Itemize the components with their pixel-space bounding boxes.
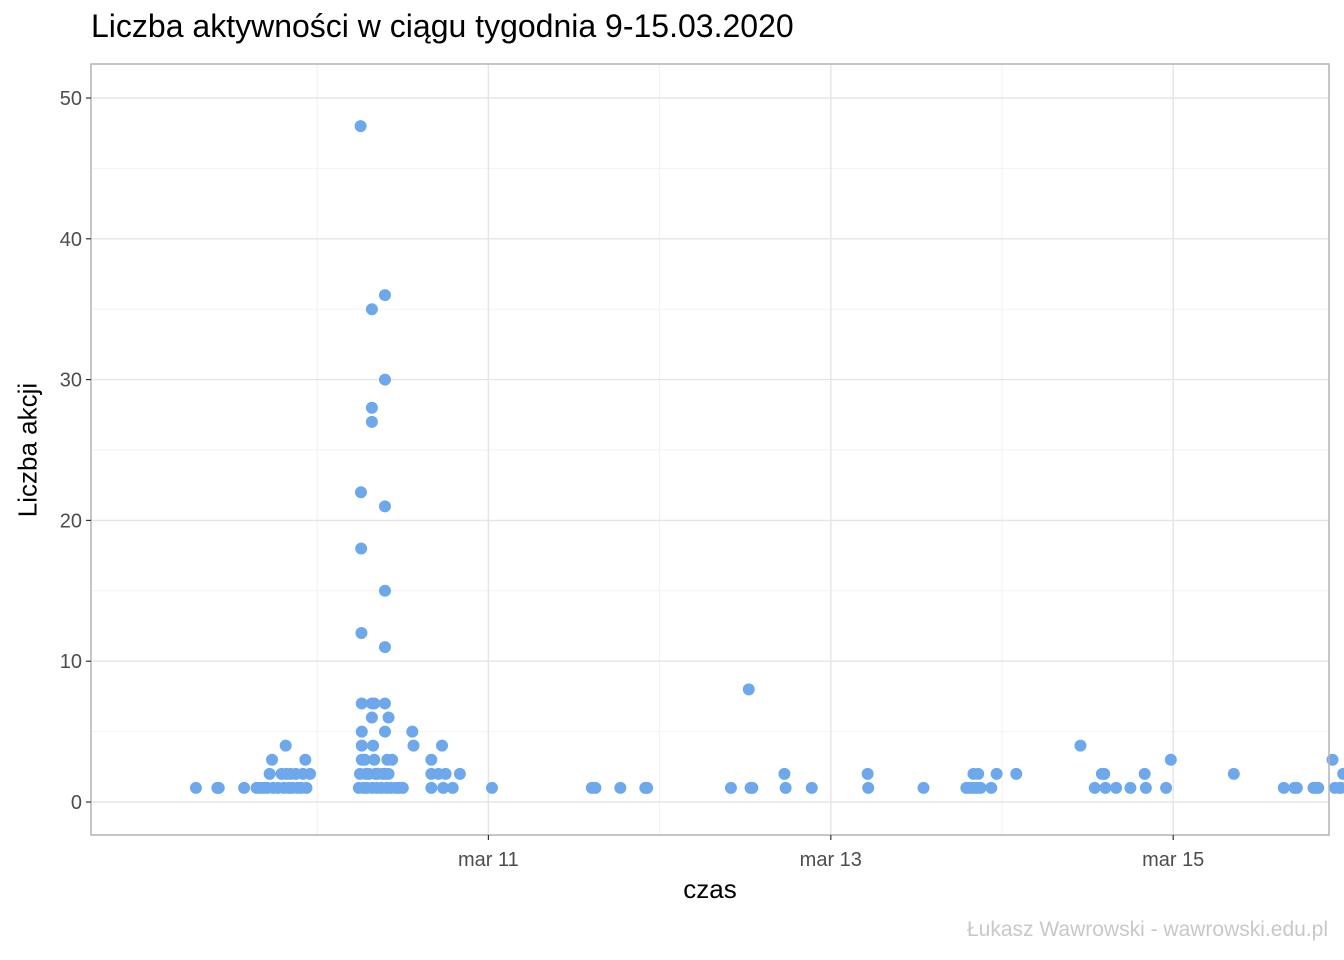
- data-point: [378, 725, 391, 738]
- data-point: [378, 641, 391, 654]
- data-point: [746, 781, 759, 794]
- x-tick-label: mar 11: [458, 849, 519, 871]
- y-tick-label: 50: [60, 88, 82, 110]
- data-point: [425, 781, 438, 794]
- data-point: [279, 739, 292, 752]
- data-points: [189, 120, 1344, 794]
- data-point: [589, 781, 602, 794]
- y-axis-ticks: 0 10 20 30 40 50: [60, 88, 91, 814]
- data-point: [425, 753, 438, 766]
- data-point: [1139, 781, 1152, 794]
- y-tick-label: 30: [60, 370, 82, 392]
- data-point: [1160, 781, 1173, 794]
- data-point: [985, 781, 998, 794]
- data-point: [1138, 767, 1151, 780]
- data-point: [439, 767, 452, 780]
- data-point: [299, 753, 312, 766]
- data-point: [779, 781, 792, 794]
- y-tick-label: 0: [71, 792, 82, 814]
- data-point: [862, 781, 875, 794]
- data-point: [724, 781, 737, 794]
- data-point: [614, 781, 627, 794]
- data-point: [378, 289, 391, 302]
- data-point: [1227, 767, 1240, 780]
- data-point: [406, 725, 419, 738]
- x-axis-ticks: mar 11 mar 13 mar 15: [458, 835, 1204, 871]
- x-tick-label: mar 15: [1142, 849, 1204, 871]
- data-point: [1110, 781, 1123, 794]
- data-point: [355, 542, 368, 555]
- data-point: [358, 753, 371, 766]
- data-point: [378, 584, 391, 597]
- data-point: [365, 401, 378, 414]
- data-point: [355, 725, 368, 738]
- data-point: [263, 767, 276, 780]
- data-point: [367, 739, 380, 752]
- data-point: [861, 767, 874, 780]
- chart-title: Liczba aktywności w ciągu tygodnia 9-15.…: [91, 8, 794, 44]
- plot-panel-border: [90, 63, 1330, 836]
- data-point: [365, 303, 378, 316]
- data-point: [304, 767, 317, 780]
- y-tick-label: 20: [60, 510, 82, 532]
- data-point: [453, 767, 466, 780]
- data-point: [437, 781, 450, 794]
- data-point: [355, 739, 368, 752]
- x-axis-label: czas: [683, 874, 737, 904]
- data-point: [368, 697, 381, 710]
- data-point: [805, 781, 818, 794]
- major-gridlines: [91, 64, 1329, 835]
- data-point: [778, 767, 791, 780]
- data-point: [189, 781, 202, 794]
- data-point: [238, 781, 251, 794]
- data-point: [436, 739, 449, 752]
- x-tick-label: mar 13: [800, 849, 862, 871]
- caption: Łukasz Wawrowski - wawrowski.edu.pl: [967, 918, 1328, 941]
- minor-gridlines: [91, 64, 1344, 835]
- data-point: [266, 753, 279, 766]
- data-point: [386, 753, 399, 766]
- data-point: [368, 753, 381, 766]
- data-point: [974, 781, 987, 794]
- data-point: [1088, 781, 1101, 794]
- data-point: [485, 781, 498, 794]
- data-point: [354, 120, 367, 133]
- data-point: [378, 373, 391, 386]
- data-point: [355, 627, 368, 640]
- y-tick-label: 10: [60, 651, 82, 673]
- data-point: [212, 781, 225, 794]
- data-point: [641, 781, 654, 794]
- data-point: [354, 486, 367, 499]
- data-point: [990, 767, 1003, 780]
- data-point: [1337, 767, 1344, 780]
- data-point: [382, 767, 395, 780]
- data-point: [1164, 753, 1177, 766]
- data-point: [1334, 781, 1344, 794]
- data-point: [378, 697, 391, 710]
- data-point: [917, 781, 930, 794]
- data-point: [1277, 781, 1290, 794]
- data-point: [742, 683, 755, 696]
- data-point: [972, 767, 985, 780]
- data-point: [1124, 781, 1137, 794]
- data-point: [446, 781, 459, 794]
- data-point: [355, 697, 368, 710]
- y-tick-label: 40: [60, 229, 82, 251]
- data-point: [1010, 767, 1023, 780]
- data-point: [1290, 781, 1303, 794]
- data-point: [1098, 767, 1111, 780]
- data-point: [1099, 781, 1112, 794]
- data-point: [396, 781, 409, 794]
- data-point: [382, 711, 395, 724]
- data-point: [407, 739, 420, 752]
- data-point: [365, 711, 378, 724]
- data-point: [1312, 781, 1325, 794]
- data-point: [365, 415, 378, 428]
- data-point: [1074, 739, 1087, 752]
- data-point: [378, 500, 391, 513]
- data-point: [300, 781, 313, 794]
